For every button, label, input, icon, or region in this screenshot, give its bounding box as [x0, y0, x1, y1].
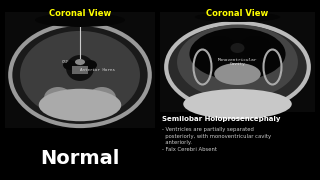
Text: CSP: CSP: [61, 60, 69, 64]
Ellipse shape: [166, 23, 309, 111]
Bar: [160, 12, 315, 112]
Ellipse shape: [63, 60, 77, 70]
Ellipse shape: [75, 59, 85, 65]
Ellipse shape: [83, 60, 97, 70]
Bar: [5, 12, 155, 128]
Ellipse shape: [9, 23, 151, 127]
Ellipse shape: [88, 87, 116, 109]
Text: Coronal View: Coronal View: [49, 9, 111, 18]
Ellipse shape: [177, 24, 298, 100]
Ellipse shape: [214, 63, 261, 85]
Text: Semilobar Holoprosencephaly: Semilobar Holoprosencephaly: [162, 116, 281, 122]
Ellipse shape: [183, 89, 292, 119]
Ellipse shape: [195, 12, 280, 22]
Text: - Ventricles are partially separated
  posteriorly, with monoventricular cavity
: - Ventricles are partially separated pos…: [162, 127, 271, 152]
Bar: [72, 66, 88, 74]
Text: Normal: Normal: [40, 148, 120, 168]
Ellipse shape: [66, 55, 94, 81]
Ellipse shape: [39, 89, 121, 121]
Ellipse shape: [44, 87, 72, 109]
Ellipse shape: [189, 28, 285, 80]
Text: Monoventricular
Cavity: Monoventricular Cavity: [218, 58, 257, 66]
Ellipse shape: [230, 43, 244, 53]
Text: Anterior Horns: Anterior Horns: [81, 68, 116, 72]
Ellipse shape: [35, 13, 125, 27]
Text: Coronal View: Coronal View: [206, 9, 268, 18]
Ellipse shape: [241, 36, 270, 58]
Ellipse shape: [204, 36, 235, 58]
Ellipse shape: [20, 31, 140, 119]
